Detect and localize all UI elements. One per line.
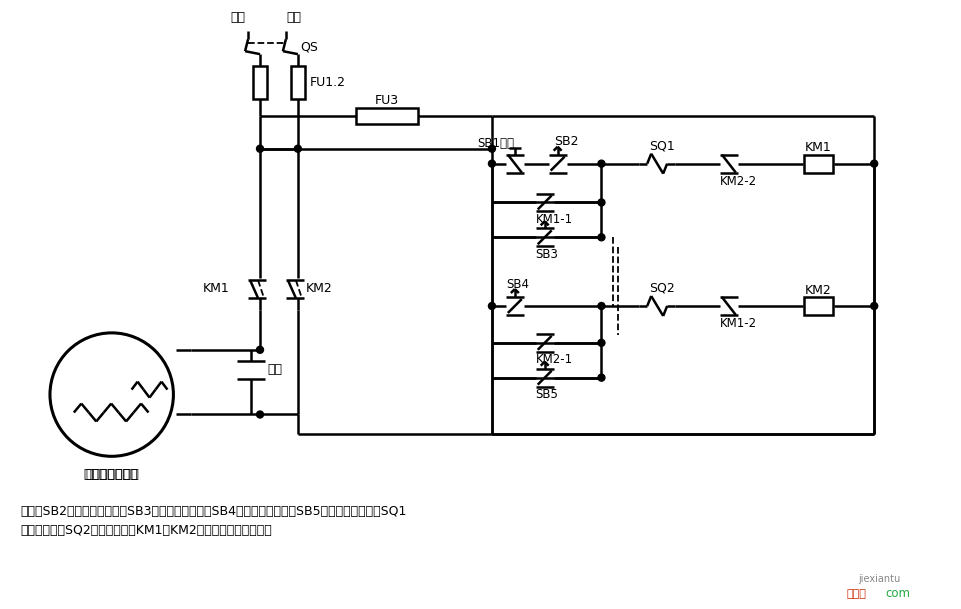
Circle shape <box>488 145 495 152</box>
Text: SB4: SB4 <box>505 278 529 290</box>
Text: jiexiantu: jiexiantu <box>857 574 899 584</box>
Circle shape <box>257 145 263 152</box>
Bar <box>802 297 832 315</box>
Text: 单相电容电动机: 单相电容电动机 <box>86 468 137 481</box>
Text: com: com <box>884 587 909 600</box>
Text: 火线: 火线 <box>231 11 245 24</box>
Text: 为最高限位，SQ2为最低限位。KM1、KM2可用中间继电器代替。: 为最高限位，SQ2为最低限位。KM1、KM2可用中间继电器代替。 <box>20 524 272 538</box>
Text: KM1-1: KM1-1 <box>535 213 573 226</box>
Bar <box>290 66 305 99</box>
Text: FU1.2: FU1.2 <box>309 76 345 89</box>
Text: SB5: SB5 <box>535 388 558 401</box>
Text: 电容: 电容 <box>267 363 282 376</box>
Text: SB3: SB3 <box>535 248 558 261</box>
Bar <box>253 66 267 99</box>
Circle shape <box>598 199 604 206</box>
Text: KM1: KM1 <box>202 281 229 295</box>
Text: 接线图: 接线图 <box>846 589 865 599</box>
Circle shape <box>870 303 876 309</box>
Text: KM2: KM2 <box>804 284 831 297</box>
Text: QS: QS <box>300 41 317 54</box>
Circle shape <box>598 374 604 381</box>
Circle shape <box>257 411 263 418</box>
Text: KM2-2: KM2-2 <box>719 175 756 188</box>
Text: 单相电容电动机: 单相电容电动机 <box>84 468 139 481</box>
Text: SQ1: SQ1 <box>649 139 675 152</box>
Bar <box>356 108 418 124</box>
Circle shape <box>488 303 495 309</box>
Text: KM1-2: KM1-2 <box>719 317 756 331</box>
Text: SB2: SB2 <box>554 135 578 148</box>
Text: SB1停止: SB1停止 <box>477 137 513 150</box>
Text: 说明：SB2为上升启动按鈕，SB3为上升点动按鈕，SB4为下降启动按鈕，SB5为下降点动按鈕；SQ1: 说明：SB2为上升启动按鈕，SB3为上升点动按鈕，SB4为下降启动按鈕，SB5为… <box>20 504 407 518</box>
Text: KM2: KM2 <box>306 281 333 295</box>
Circle shape <box>294 145 301 152</box>
Circle shape <box>598 234 604 241</box>
Circle shape <box>870 160 876 167</box>
Circle shape <box>598 303 604 309</box>
Text: SQ2: SQ2 <box>649 281 675 295</box>
Text: FU3: FU3 <box>375 94 399 107</box>
Circle shape <box>488 160 495 167</box>
Text: KM1: KM1 <box>804 141 831 154</box>
Bar <box>802 155 832 172</box>
Circle shape <box>598 339 604 347</box>
Circle shape <box>598 160 604 167</box>
Text: KM2-1: KM2-1 <box>535 353 573 366</box>
Circle shape <box>257 347 263 353</box>
Text: 零线: 零线 <box>286 11 301 24</box>
